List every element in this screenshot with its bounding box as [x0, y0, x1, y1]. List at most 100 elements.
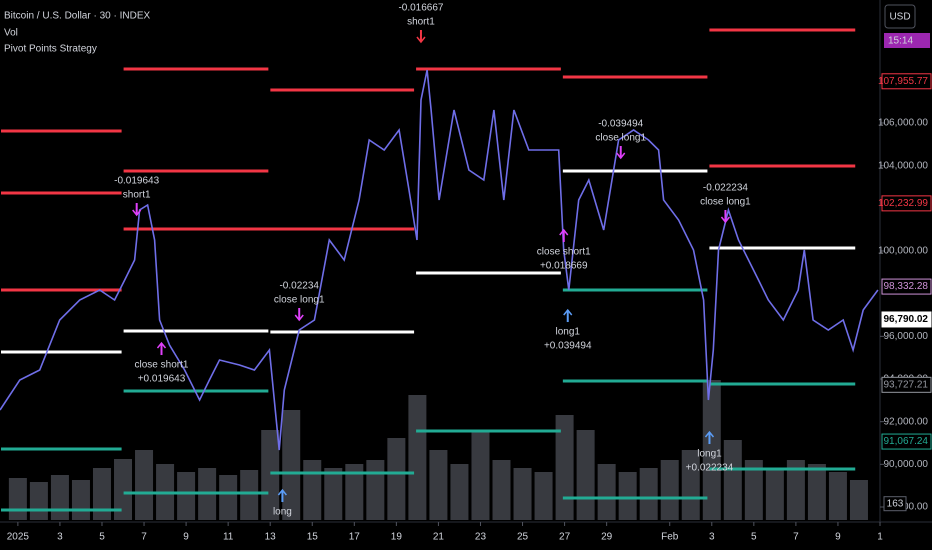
signal-label: long1 — [556, 327, 581, 338]
signal-label: +0.039494 — [544, 341, 592, 352]
volume-bar — [639, 468, 658, 520]
signal-label: close long1 — [595, 133, 646, 144]
currency[interactable]: USD — [889, 12, 910, 23]
volume-bar — [92, 468, 111, 520]
volume-bar — [219, 475, 238, 520]
volume-bar — [597, 464, 616, 520]
price-label-box — [881, 73, 932, 90]
volume-bar — [366, 460, 385, 520]
signal-arrowhead — [559, 228, 569, 236]
signal-label: close long1 — [700, 197, 751, 208]
volume-bar — [429, 450, 448, 520]
volume-bar — [492, 460, 511, 520]
y-tick-label: 106,000.00 — [878, 118, 928, 129]
x-tick-label: 3 — [57, 532, 63, 543]
volume-bar — [723, 440, 742, 520]
countdown-box — [884, 33, 930, 48]
price-label: 93,727.21 — [884, 379, 929, 390]
volume-bar — [513, 468, 532, 520]
x-tick-label: 9 — [835, 532, 841, 543]
price-label: 96,790.02 — [884, 314, 929, 325]
volume-bar — [50, 475, 69, 520]
volume-bar — [324, 468, 343, 520]
volume-bar — [534, 472, 553, 520]
volume-bar — [807, 464, 826, 520]
y-tick-label: 104,000.00 — [878, 160, 928, 171]
volume-bar — [471, 430, 490, 520]
signal-label: close long1 — [274, 295, 325, 306]
x-tick-label: 13 — [265, 532, 277, 543]
price-label: 98,332.28 — [884, 281, 929, 292]
price-label-box — [881, 278, 932, 295]
volume-bar — [450, 464, 469, 520]
price-label-box — [881, 433, 932, 450]
currency-button[interactable] — [884, 4, 916, 29]
x-tick-label: 5 — [99, 532, 105, 543]
x-tick-label: 1 — [877, 532, 883, 543]
price-label-box — [881, 195, 932, 212]
signal-arrowhead — [156, 341, 167, 349]
volume-bar — [765, 468, 784, 520]
x-tick-label: 25 — [517, 532, 529, 543]
x-tick-label: Feb — [661, 532, 679, 543]
price-label: 91,067.24 — [884, 436, 929, 447]
signal-label: -0.016667 — [398, 3, 443, 14]
volume-bar — [8, 478, 27, 520]
volume-bar — [71, 480, 90, 520]
signal-label: +0.018669 — [540, 261, 588, 272]
volume-bar — [576, 430, 595, 520]
signal-arrowhead — [616, 152, 626, 160]
volume-bar — [387, 438, 406, 520]
volume-bar — [282, 410, 301, 520]
x-tick-label: 27 — [559, 532, 571, 543]
signal-label: close short1 — [537, 247, 591, 258]
signal-label: close short1 — [135, 360, 189, 371]
signal-arrowhead — [277, 488, 287, 496]
y-tick-label: 100,000.00 — [878, 246, 928, 257]
signal-label: +0.022234 — [686, 463, 734, 474]
x-tick-label: 2025 — [7, 532, 30, 543]
signal-label: -0.019643 — [114, 176, 159, 187]
signal-arrowhead — [294, 314, 304, 322]
volume-bar — [849, 480, 868, 520]
signal-arrowhead — [132, 209, 142, 217]
volume-bar — [345, 464, 364, 520]
signal-label: -0.039494 — [598, 119, 643, 130]
x-tick-label: 5 — [751, 532, 757, 543]
x-tick-label: 17 — [349, 532, 361, 543]
volume-label: 163 — [887, 498, 904, 509]
volume-label-box — [883, 496, 907, 512]
x-tick-label: 7 — [793, 532, 799, 543]
signal-label: -0.022234 — [703, 183, 748, 194]
volume-bar — [660, 460, 679, 520]
x-tick-label: 7 — [141, 532, 147, 543]
volume-bar — [828, 472, 847, 520]
volume-bar — [555, 415, 574, 520]
price-label-box — [881, 376, 932, 393]
volume-bar — [618, 472, 637, 520]
x-tick-label: 9 — [183, 532, 189, 543]
volume-bar — [135, 450, 154, 520]
price-label: 102,232.99 — [878, 198, 928, 209]
x-tick-label: 15 — [307, 532, 319, 543]
signal-label: short1 — [123, 190, 151, 201]
volume-bar — [261, 430, 280, 520]
volume-bar — [786, 460, 805, 520]
indicator-name: Pivot Points Strategy — [4, 44, 97, 55]
volume-bar — [702, 380, 721, 520]
volume-bar — [681, 450, 700, 520]
signal-arrowhead — [720, 216, 731, 224]
signal-label: long1 — [697, 449, 722, 460]
y-tick-label: 96,000.00 — [884, 331, 929, 342]
volume-bar — [408, 395, 427, 520]
y-tick-label: 92,000.00 — [884, 416, 929, 427]
x-tick-label: 3 — [709, 532, 715, 543]
volume-bar — [744, 460, 763, 520]
volume-bar — [240, 470, 259, 520]
x-tick-label: 19 — [391, 532, 403, 543]
signal-label: -0.02234 — [279, 281, 319, 292]
signal-arrowhead — [416, 36, 426, 44]
price-label-box — [881, 311, 932, 328]
